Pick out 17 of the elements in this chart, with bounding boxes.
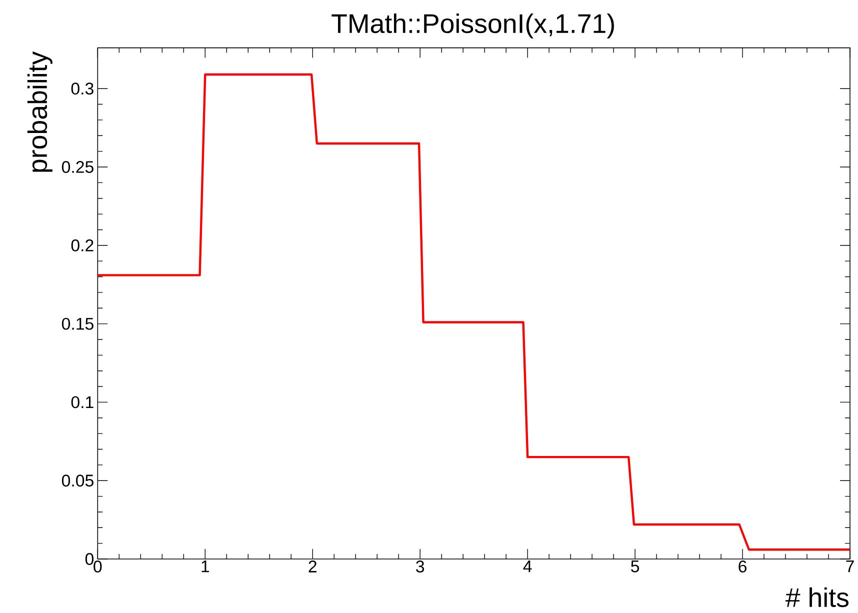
x-tick-label: 0 (94, 560, 102, 573)
x-axis-title: # hits (786, 587, 848, 608)
x-tick-label: 2 (308, 560, 316, 572)
x-tick-label: 7 (846, 560, 854, 572)
y-tick-label: 0.3 (71, 82, 94, 95)
x-tick-label: 4 (523, 560, 532, 572)
y-tick-label: 0.2 (71, 240, 94, 252)
y-tick-label: 0.1 (71, 396, 94, 408)
y-tick-label: 0.05 (62, 474, 94, 487)
x-tick-label: 3 (416, 560, 424, 573)
y-axis-title: probability (27, 51, 52, 172)
chart-title: TMath::PoissonI(x,1.71) (332, 14, 614, 39)
y-tick-label: 0.25 (62, 161, 94, 174)
x-tick-label: 1 (202, 560, 210, 572)
x-tick-label: 6 (738, 560, 746, 573)
y-tick-label: 0.15 (62, 318, 94, 330)
x-tick-label: 5 (631, 560, 640, 572)
